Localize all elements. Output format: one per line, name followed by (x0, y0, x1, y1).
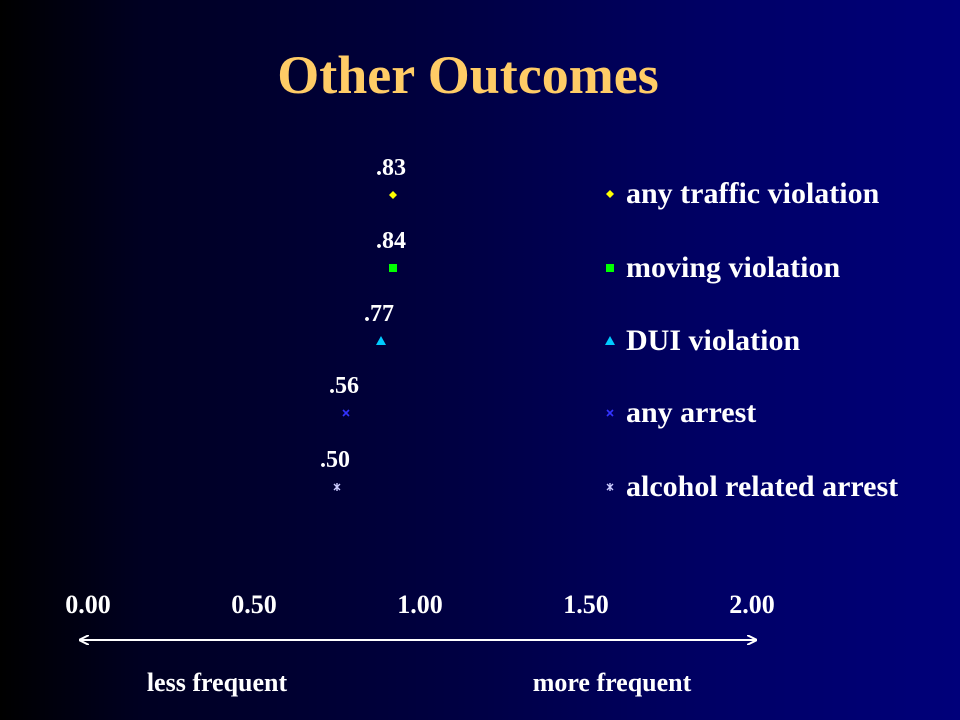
x-tick-label: 2.00 (729, 590, 775, 619)
x-tick-label: 1.00 (397, 590, 443, 619)
legend-marker-icon (606, 190, 614, 198)
legend-marker-icon (605, 336, 615, 345)
legend-item: any arrest (602, 393, 756, 433)
legend-item: any traffic violation (602, 174, 879, 214)
chart-title: Other Outcomes (277, 45, 659, 105)
legend: any traffic violation moving violation DUI… (602, 172, 912, 512)
more-frequent-label: more frequent (533, 668, 692, 697)
legend-label: moving violation (626, 251, 841, 284)
less-frequent-label: less frequent (147, 668, 288, 697)
data-point (389, 264, 397, 272)
legend-marker-icon (606, 483, 614, 491)
data-point (376, 336, 386, 345)
data-point (606, 264, 614, 272)
data-point (333, 483, 341, 491)
data-point (605, 336, 615, 345)
legend-label: DUI violation (626, 324, 801, 357)
legend-item: moving violation (602, 248, 840, 288)
x-tick-label: 1.50 (563, 590, 609, 619)
x-tick-label: 0.00 (65, 590, 111, 619)
data-point (389, 191, 397, 199)
data-point (606, 483, 614, 491)
data-point (342, 409, 350, 417)
data-point (606, 409, 614, 417)
data-label: .50 (320, 447, 350, 473)
legend-item: alcohol related arrest (602, 467, 898, 507)
legend-label: any arrest (626, 396, 757, 429)
data-label: .83 (376, 155, 406, 181)
x-tick-label: 0.50 (231, 590, 277, 619)
data-label: .84 (376, 228, 406, 254)
data-label: .56 (329, 373, 359, 399)
legend-marker-icon (606, 409, 614, 417)
legend-label: any traffic violation (626, 177, 880, 210)
data-label: .77 (364, 301, 394, 327)
legend-label: alcohol related arrest (626, 470, 899, 503)
legend-item: DUI violation (602, 321, 800, 361)
legend-marker-icon (606, 264, 614, 272)
data-point (606, 190, 614, 198)
